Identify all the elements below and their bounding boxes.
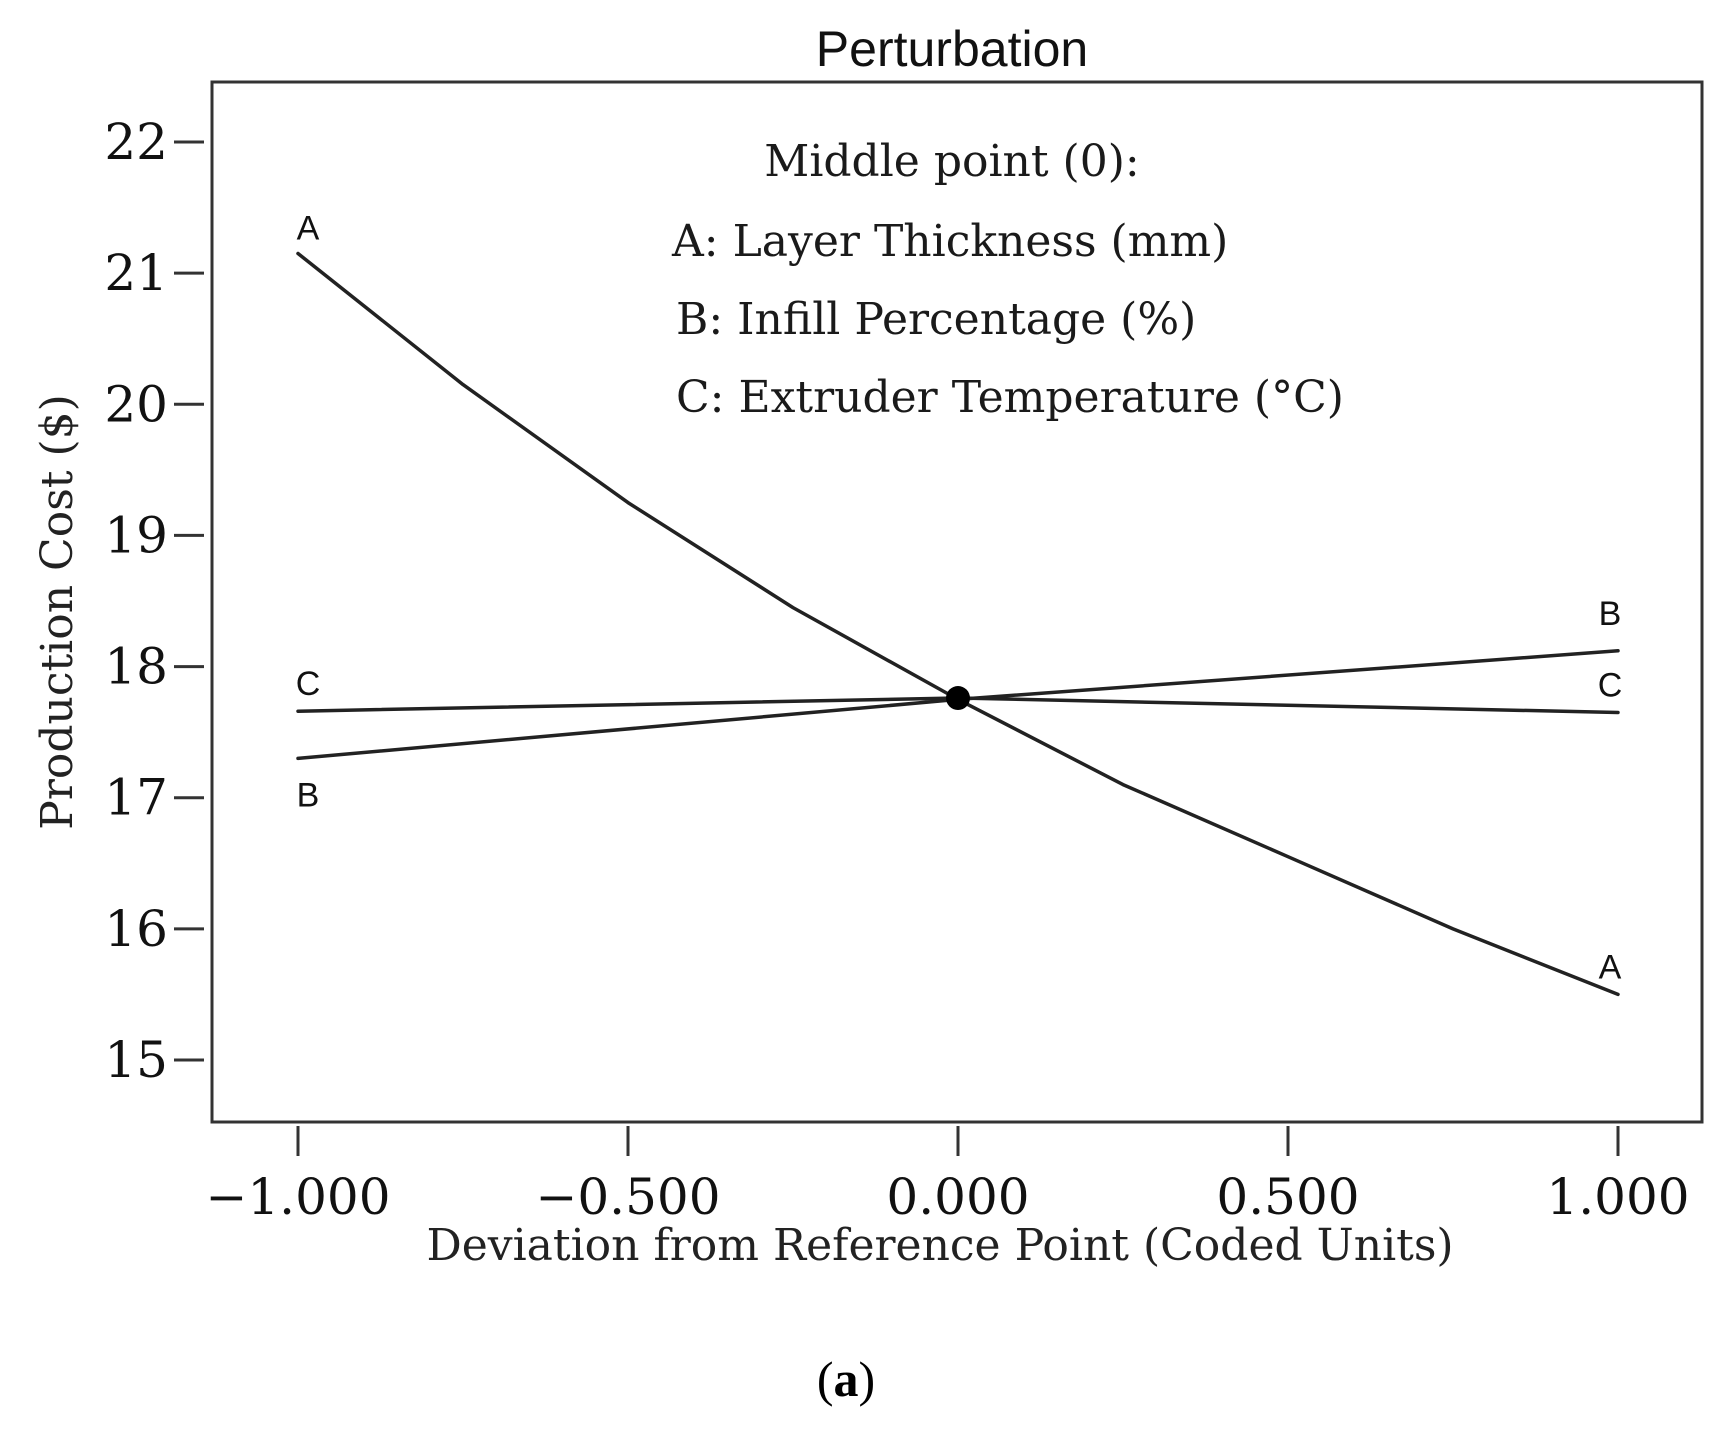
x-tick-label: 1.000	[1546, 1168, 1689, 1226]
x-tick-label: 0.000	[886, 1168, 1029, 1226]
x-axis: −1.000 −0.500 0.000 0.500 1.000	[205, 1126, 1690, 1226]
legend-heading: Middle point (0):	[764, 136, 1139, 187]
figure-caption: (a)	[817, 1351, 875, 1407]
legend-entry-c: C: Extruder Temperature (°C)	[676, 372, 1344, 423]
series-label-c-end: C	[1598, 666, 1623, 704]
series-label-b-start: B	[297, 776, 320, 814]
y-tick-label: 18	[104, 638, 168, 696]
series-label-a-end: A	[1599, 948, 1622, 986]
plot-area-frame	[210, 80, 1704, 1124]
x-tick-label: 0.500	[1216, 1168, 1359, 1226]
y-axis-label: Production Cost ($)	[32, 394, 83, 830]
series-label-a-start: A	[297, 209, 320, 247]
legend: Middle point (0): A: Layer Thickness (mm…	[671, 136, 1344, 423]
legend-entry-a: A: Layer Thickness (mm)	[671, 216, 1228, 267]
y-tick-label: 22	[104, 113, 168, 171]
series-label-b-end: B	[1599, 595, 1622, 633]
chart-title: Perturbation	[816, 21, 1088, 77]
y-tick-label: 15	[104, 1031, 168, 1089]
caption-letter: a	[834, 1351, 859, 1407]
series-line-a	[296, 251, 1620, 997]
y-tick-label: 17	[104, 769, 168, 827]
series-label-c-start: C	[296, 665, 321, 703]
caption-close-paren: )	[859, 1351, 876, 1407]
y-tick-label: 21	[104, 244, 168, 302]
x-tick-label: −0.500	[535, 1168, 720, 1226]
legend-entry-b: B: Infill Percentage (%)	[676, 294, 1196, 345]
x-tick-label: −1.000	[205, 1168, 390, 1226]
reference-point-marker	[946, 686, 970, 711]
y-tick-label: 16	[104, 900, 168, 958]
y-tick-label: 19	[104, 506, 168, 564]
caption-open-paren: (	[817, 1351, 834, 1407]
x-axis-label: Deviation from Reference Point (Coded Un…	[426, 1220, 1453, 1271]
y-axis: 15 16 17 18 19 20 21 22	[104, 113, 204, 1089]
y-tick-label: 20	[104, 375, 168, 433]
